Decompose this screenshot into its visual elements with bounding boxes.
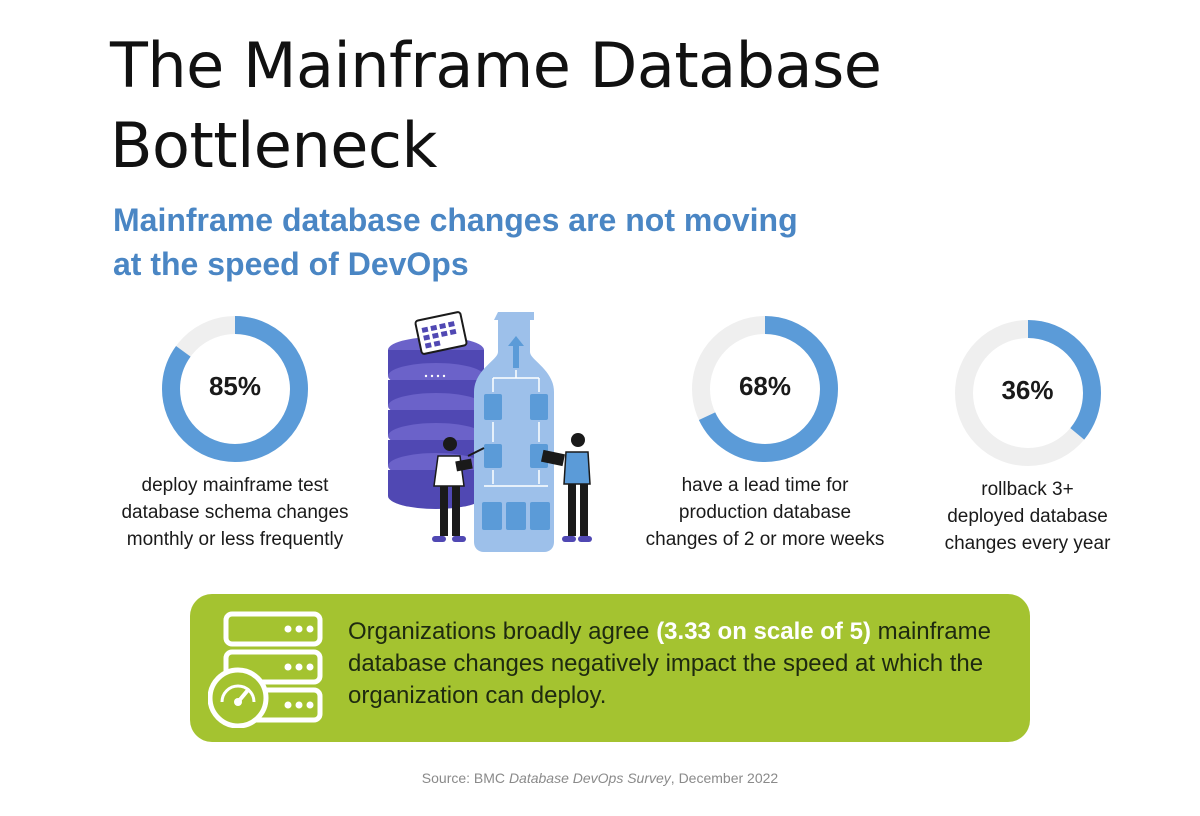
stat-description: have a lead time for production database… [620,472,910,553]
banner-text-after: mainframe database changes negatively im… [348,618,991,709]
person-with-tablet-icon [540,433,592,542]
donut-chart-2: 68% [690,314,840,464]
stat-description-line: monthly or less frequently [126,529,344,550]
banner-highlight: (3.33 on scale of 5) [656,618,871,645]
stat-description-line: changes every year [944,533,1111,554]
stat-description-line: rollback 3+ [981,479,1074,500]
stat-percentage: 36% [1001,375,1054,405]
donut-ring-2 [692,316,838,462]
page-title: The Mainframe Database Bottleneck [110,26,1010,186]
donut-ring-1 [162,316,308,462]
subtitle-line-1: Mainframe database changes are not movin… [113,202,798,238]
survey-banner: Organizations broadly agree (3.33 on sca… [190,594,1030,742]
stat-card-2: 68% have a lead time for production data… [620,314,910,553]
bottle-flowchart-icon [474,312,554,552]
donut-fill [954,320,1101,466]
subtitle: Mainframe database changes are not movin… [113,198,873,286]
stat-card-3: 36% rollback 3+ deployed database change… [920,318,1135,557]
stat-description-line: production database [678,502,852,523]
stat-description: deploy mainframe test database schema ch… [100,472,370,553]
stat-description-line: have a lead time for [681,475,849,496]
donut-fill [692,316,838,462]
person-with-tablet-icon [432,437,485,542]
title-line-1: The Mainframe Database [110,29,882,102]
donut-ring-3 [954,320,1101,466]
source-note: Source: BMC Database DevOps Survey, Dece… [0,770,1200,786]
subtitle-line-2: at the speed of DevOps [113,246,469,282]
source-italic: Database DevOps Survey [508,770,671,786]
stat-percentage: 68% [738,371,792,401]
source-prefix: Source: BMC [421,770,509,786]
database-illustration [388,311,592,552]
title-line-2: Bottleneck [110,109,437,182]
donut-chart-3: 36% [953,318,1103,468]
stat-description-line: deployed database [947,506,1108,527]
stat-percentage: 85% [208,371,262,401]
stat-card-1: 85% deploy mainframe test database schem… [100,314,370,553]
stat-description-line: database schema changes [121,502,349,523]
stat-description: rollback 3+ deployed database changes ev… [920,476,1135,557]
stat-description-line: changes of 2 or more weeks [645,529,885,550]
stat-description-line: deploy mainframe test [141,475,329,496]
source-suffix: , December 2022 [670,770,779,786]
donut-chart-1: 85% [160,314,310,464]
banner-text: Organizations broadly agree (3.33 on sca… [348,616,1008,712]
server-speedometer-icon [208,611,323,728]
banner-text-before: Organizations broadly agree [348,618,657,645]
donut-fill [162,316,308,462]
calendar-icon [414,311,468,355]
